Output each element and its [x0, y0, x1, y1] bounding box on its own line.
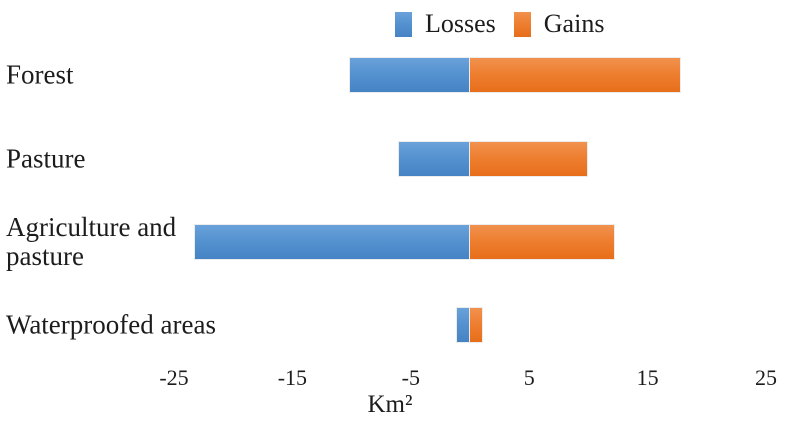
- category-row-pasture: Pasture: [0, 142, 788, 176]
- category-label: Forest: [6, 59, 74, 90]
- losses-legend-swatch-icon: [395, 11, 412, 37]
- category-label: Waterproofed areas: [6, 309, 216, 340]
- gains-legend-label: Gains: [543, 9, 605, 38]
- chart-legend: Losses Gains: [395, 10, 604, 38]
- loss-bar: [398, 142, 470, 176]
- x-axis-tick: -5: [401, 365, 420, 390]
- category-label: Agriculture and pasture: [6, 212, 177, 271]
- x-axis-tick: 5: [523, 365, 535, 390]
- x-axis-tick: -15: [277, 365, 308, 390]
- gain-bar: [470, 142, 588, 176]
- loss-bar: [350, 58, 470, 92]
- losses-legend-label: Losses: [425, 9, 496, 38]
- category-row-agriculture-and-pasture: Agriculture and pasture: [0, 213, 788, 271]
- x-axis-tick: 15: [636, 365, 659, 390]
- gain-bar: [470, 308, 482, 342]
- gain-bar: [470, 58, 680, 92]
- category-row-waterproofed-areas: Waterproofed areas: [0, 308, 788, 342]
- x-axis-label: Km²: [367, 391, 413, 418]
- x-axis: -25 -15 -5 5 15 25: [0, 365, 788, 391]
- gains-legend-swatch-icon: [513, 11, 531, 37]
- category-label: Pasture: [6, 143, 86, 174]
- x-axis-tick: 25: [755, 365, 777, 390]
- loss-bar: [195, 225, 470, 259]
- category-row-forest: Forest: [0, 58, 788, 92]
- x-axis-tick: -25: [159, 365, 189, 390]
- gain-bar: [470, 225, 615, 259]
- loss-bar: [456, 308, 470, 342]
